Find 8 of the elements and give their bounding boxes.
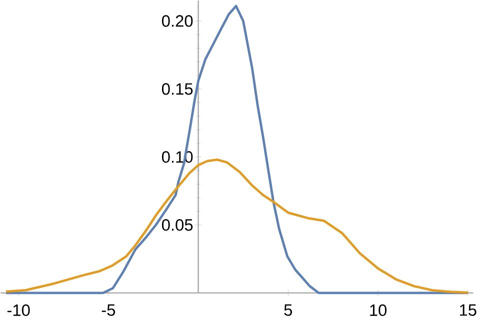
x-tick-label: 5 [284,304,292,316]
y-tick-label: 0.05 [162,219,193,231]
x-tick-label: 10 [370,304,386,316]
x-tick-label: 15 [460,304,476,316]
x-tick-label: -5 [102,304,116,316]
x-tick-label: -10 [7,304,30,316]
y-tick-label: 0.15 [162,83,193,95]
y-tick-label: 0.20 [162,15,193,27]
